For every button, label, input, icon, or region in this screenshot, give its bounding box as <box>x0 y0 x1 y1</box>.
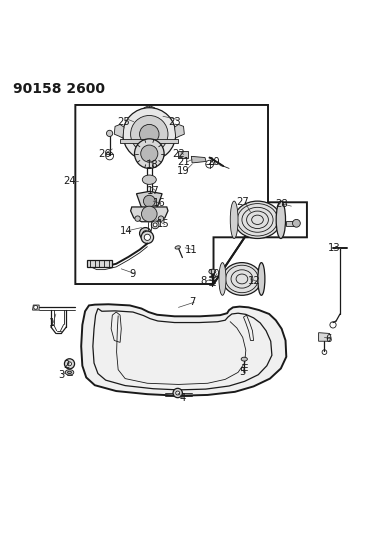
Ellipse shape <box>65 370 74 375</box>
Text: 22: 22 <box>172 149 185 159</box>
Ellipse shape <box>223 263 261 295</box>
Text: 9: 9 <box>130 269 136 279</box>
Polygon shape <box>136 191 162 216</box>
Circle shape <box>64 359 74 369</box>
Polygon shape <box>81 304 286 395</box>
Text: 21: 21 <box>177 157 190 167</box>
Text: 2: 2 <box>64 360 70 369</box>
Polygon shape <box>131 207 168 222</box>
Circle shape <box>151 221 159 229</box>
Text: 3: 3 <box>58 370 65 379</box>
Text: 26: 26 <box>98 149 111 159</box>
Text: 19: 19 <box>177 166 190 176</box>
Ellipse shape <box>234 201 281 238</box>
Text: 11: 11 <box>185 245 198 255</box>
Polygon shape <box>191 156 206 163</box>
Text: 25: 25 <box>118 117 131 127</box>
Ellipse shape <box>175 246 180 249</box>
Circle shape <box>67 362 71 366</box>
Circle shape <box>143 195 155 207</box>
Ellipse shape <box>258 263 265 295</box>
Ellipse shape <box>219 263 226 295</box>
Circle shape <box>34 305 38 309</box>
Text: 1: 1 <box>49 318 55 328</box>
Circle shape <box>107 130 113 136</box>
Ellipse shape <box>241 357 247 361</box>
Text: 90158 2600: 90158 2600 <box>13 82 105 95</box>
Circle shape <box>140 228 151 239</box>
Circle shape <box>141 145 158 162</box>
Circle shape <box>173 389 182 398</box>
Text: 14: 14 <box>120 225 132 236</box>
Ellipse shape <box>209 269 216 274</box>
Polygon shape <box>178 151 188 158</box>
Text: 18: 18 <box>146 160 159 171</box>
Ellipse shape <box>142 175 156 184</box>
Text: 7: 7 <box>189 297 195 308</box>
Text: 5: 5 <box>239 367 245 377</box>
Polygon shape <box>114 124 124 138</box>
Circle shape <box>140 124 159 144</box>
Circle shape <box>144 234 151 240</box>
Circle shape <box>142 206 157 222</box>
Circle shape <box>176 391 180 395</box>
Circle shape <box>292 220 300 227</box>
Circle shape <box>131 116 168 153</box>
Text: 17: 17 <box>147 185 160 196</box>
Circle shape <box>135 216 140 221</box>
Text: 16: 16 <box>152 198 165 208</box>
Ellipse shape <box>67 371 71 374</box>
Text: 13: 13 <box>328 243 341 253</box>
Text: 23: 23 <box>168 117 181 127</box>
Circle shape <box>123 108 176 160</box>
Circle shape <box>141 106 158 123</box>
Ellipse shape <box>276 201 285 238</box>
Text: 6: 6 <box>325 334 332 343</box>
Text: 28: 28 <box>275 199 288 209</box>
Polygon shape <box>319 333 331 341</box>
Circle shape <box>143 231 148 236</box>
Text: 4: 4 <box>179 393 185 403</box>
Bar <box>285 221 297 225</box>
Text: 20: 20 <box>207 157 220 167</box>
Text: 27: 27 <box>236 197 249 207</box>
Circle shape <box>153 223 157 227</box>
Circle shape <box>158 216 164 221</box>
Circle shape <box>134 139 164 168</box>
Text: 15: 15 <box>156 220 169 230</box>
Text: 12: 12 <box>248 276 261 286</box>
Text: 24: 24 <box>63 176 76 186</box>
Polygon shape <box>120 139 178 143</box>
Polygon shape <box>174 124 184 138</box>
Polygon shape <box>33 305 39 310</box>
Bar <box>87 260 113 267</box>
Text: 8: 8 <box>201 276 207 286</box>
Circle shape <box>141 231 154 244</box>
Text: 10: 10 <box>209 269 221 279</box>
Ellipse shape <box>230 201 238 238</box>
